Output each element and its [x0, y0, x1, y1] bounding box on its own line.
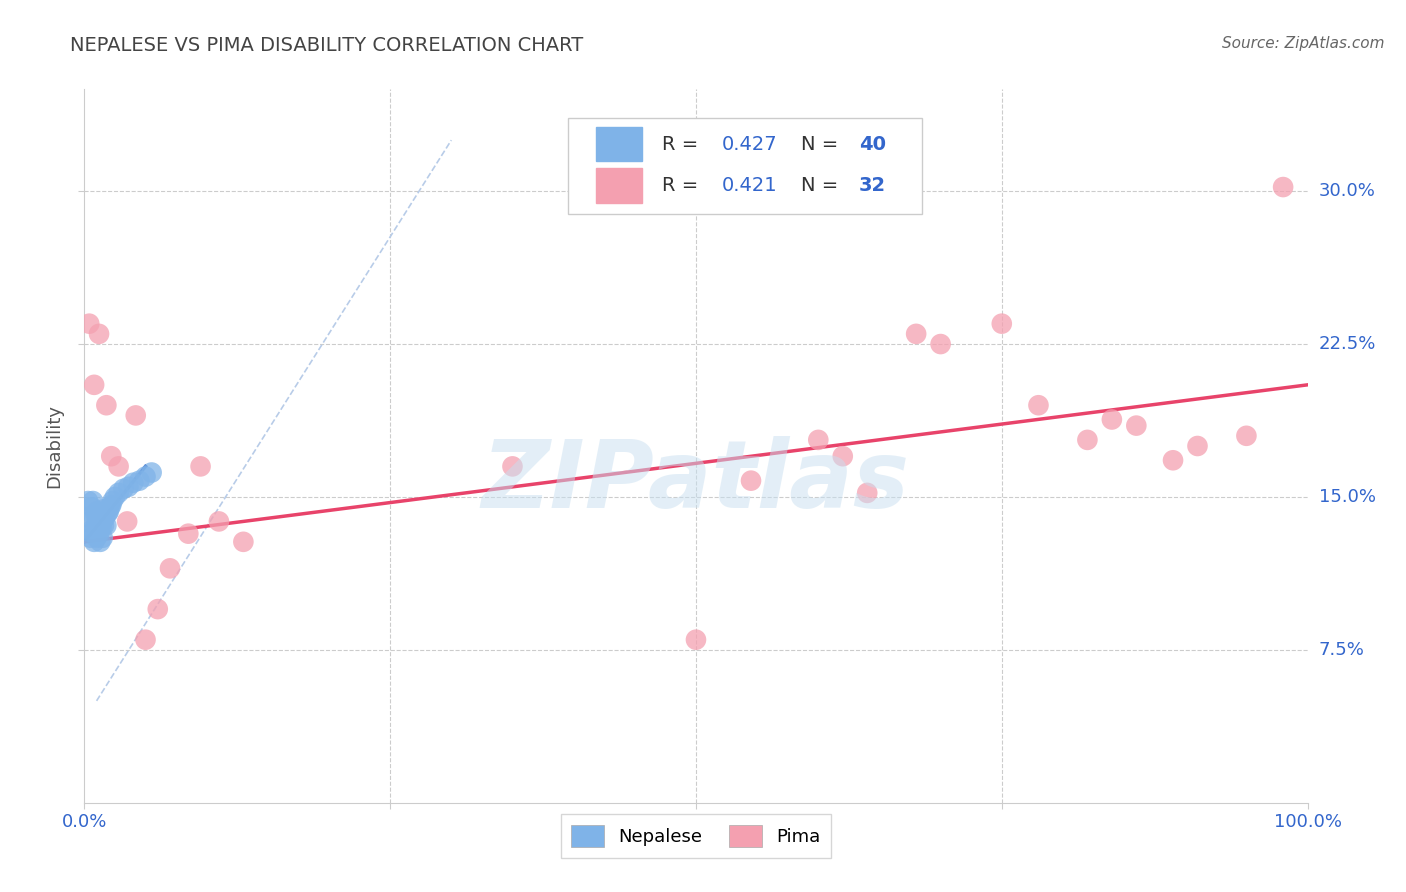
Point — [107, 459, 129, 474]
Point — [91, 531, 114, 545]
Point — [1187, 439, 1209, 453]
Point — [1076, 433, 1098, 447]
Point — [98, 500, 121, 515]
Point — [128, 474, 150, 488]
Text: N =: N = — [801, 135, 845, 153]
Point — [991, 317, 1014, 331]
Point — [101, 494, 124, 508]
Point — [93, 518, 115, 533]
Point — [135, 469, 157, 483]
Point — [82, 524, 104, 539]
Point — [89, 534, 111, 549]
Point — [125, 409, 148, 423]
FancyBboxPatch shape — [568, 118, 922, 214]
Point — [807, 433, 830, 447]
Point — [83, 534, 105, 549]
Point — [87, 504, 110, 518]
Point — [100, 498, 122, 512]
Text: 0.427: 0.427 — [721, 135, 778, 153]
Point — [87, 326, 110, 341]
Point — [1028, 398, 1050, 412]
FancyBboxPatch shape — [596, 127, 643, 161]
Point — [91, 515, 114, 529]
Text: 22.5%: 22.5% — [1319, 335, 1376, 353]
Point — [502, 459, 524, 474]
Point — [100, 449, 122, 463]
Point — [135, 632, 157, 647]
Point — [115, 515, 138, 529]
Point — [117, 480, 139, 494]
Text: R =: R = — [662, 135, 704, 153]
Point — [232, 534, 254, 549]
Point — [740, 474, 762, 488]
Y-axis label: Disability: Disability — [45, 404, 63, 488]
Point — [87, 518, 110, 533]
Point — [159, 561, 181, 575]
Point — [94, 510, 117, 524]
Point — [86, 515, 108, 529]
Point — [1101, 412, 1123, 426]
Point — [90, 520, 112, 534]
Text: 0.421: 0.421 — [721, 176, 778, 195]
Point — [87, 526, 110, 541]
Point — [90, 506, 112, 520]
Point — [112, 482, 135, 496]
Point — [83, 510, 105, 524]
Text: 30.0%: 30.0% — [1319, 182, 1375, 200]
Point — [856, 486, 879, 500]
Point — [190, 459, 212, 474]
Point — [80, 500, 103, 515]
Point — [77, 317, 100, 331]
Text: 15.0%: 15.0% — [1319, 488, 1375, 506]
Point — [97, 506, 120, 520]
Text: R =: R = — [662, 176, 704, 195]
Point — [177, 526, 200, 541]
Point — [93, 502, 115, 516]
Point — [905, 326, 928, 341]
Point — [86, 531, 108, 545]
Text: 32: 32 — [859, 176, 886, 195]
Text: 40: 40 — [859, 135, 886, 153]
Point — [96, 518, 118, 533]
Point — [146, 602, 169, 616]
Legend: Nepalese, Pima: Nepalese, Pima — [561, 814, 831, 858]
Text: 7.5%: 7.5% — [1319, 640, 1365, 659]
Point — [82, 494, 104, 508]
Point — [77, 524, 100, 539]
Point — [1161, 453, 1184, 467]
Point — [1125, 418, 1147, 433]
FancyBboxPatch shape — [596, 169, 643, 202]
Point — [76, 510, 98, 524]
Text: N =: N = — [801, 176, 845, 195]
Point — [84, 506, 107, 520]
Point — [107, 486, 129, 500]
Point — [208, 515, 231, 529]
Point — [97, 504, 120, 518]
Point — [79, 531, 101, 545]
Text: NEPALESE VS PIMA DISABILITY CORRELATION CHART: NEPALESE VS PIMA DISABILITY CORRELATION … — [70, 36, 583, 54]
Point — [77, 494, 100, 508]
Point — [1272, 180, 1295, 194]
Point — [84, 520, 107, 534]
Point — [141, 466, 163, 480]
Text: ZIPatlas: ZIPatlas — [482, 435, 910, 528]
Point — [83, 377, 105, 392]
Point — [104, 490, 127, 504]
Point — [831, 449, 853, 463]
Point — [685, 632, 707, 647]
Point — [929, 337, 952, 351]
Point — [89, 516, 111, 531]
Point — [87, 510, 110, 524]
Text: Source: ZipAtlas.com: Source: ZipAtlas.com — [1222, 36, 1385, 51]
Point — [1236, 429, 1258, 443]
Point — [122, 475, 145, 490]
Point — [96, 398, 118, 412]
